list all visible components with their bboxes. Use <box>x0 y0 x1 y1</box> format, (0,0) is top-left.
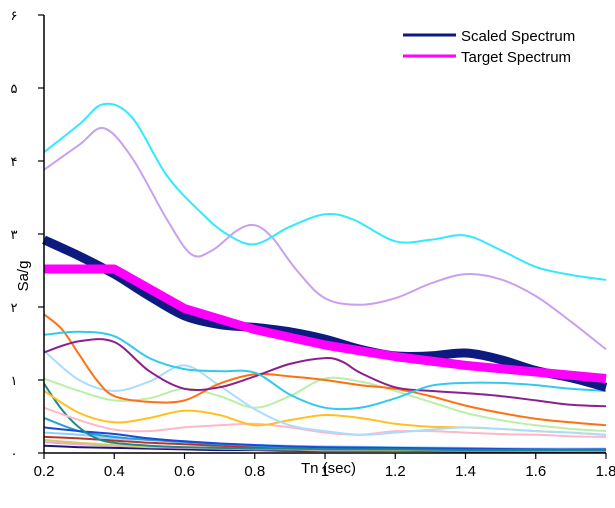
axes <box>43 15 606 454</box>
record-spectrum-line-5 <box>43 313 607 427</box>
y-ticks: ۰ ۱ ۲ ۳ ۴ ۵ ۶ <box>11 9 44 462</box>
x-tick-label: 0.2 <box>34 463 55 480</box>
record-spectrum-line-3 <box>43 330 607 411</box>
record-spectrum-line-10 <box>43 383 606 452</box>
x-tick-label: 0.8 <box>244 463 265 480</box>
y-tick-label: ۴ <box>11 155 18 170</box>
x-axis-title: Tn (sec) <box>301 460 356 477</box>
y-tick-label: ۱ <box>11 374 18 389</box>
y-axis-title: Sa/g <box>15 261 32 292</box>
x-tick-label: 1 <box>321 463 329 480</box>
legend: Scaled Spectrum Target Spectrum <box>403 28 575 66</box>
record-spectrum-line-1 <box>43 102 607 281</box>
record-spectrum-line-11 <box>43 426 607 451</box>
legend-label-target: Target Spectrum <box>461 49 571 66</box>
target-spectrum-line <box>44 264 607 383</box>
x-tick-label: 1.8 <box>596 463 615 480</box>
x-ticks: 0.2 0.4 0.6 0.8 1 1.2 1.4 1.6 1.8 <box>34 453 615 480</box>
y-tick-label: ۰ <box>11 447 18 462</box>
record-spectrum-line-2 <box>43 126 607 351</box>
x-tick-label: 0.6 <box>174 463 195 480</box>
x-tick-label: 0.4 <box>104 463 125 480</box>
y-tick-label: ۳ <box>11 228 18 243</box>
legend-label-scaled: Scaled Spectrum <box>461 28 575 45</box>
record-spectrum-line-4 <box>43 338 607 408</box>
y-tick-label: ۵ <box>11 82 18 97</box>
plot-lines <box>42 102 608 453</box>
record-spectrum-line-7 <box>43 376 607 433</box>
x-tick-label: 1.4 <box>455 463 476 480</box>
record-spectrum-line-9 <box>43 406 607 438</box>
x-tick-label: 1.6 <box>525 463 546 480</box>
record-spectrum-line-8 <box>43 390 607 436</box>
y-tick-label: ۶ <box>11 9 18 24</box>
y-tick-label: ۲ <box>11 301 18 316</box>
scaled-spectrum-line <box>42 235 608 392</box>
record-spectrum-line-6 <box>43 350 607 436</box>
x-tick-label: 1.2 <box>385 463 406 480</box>
